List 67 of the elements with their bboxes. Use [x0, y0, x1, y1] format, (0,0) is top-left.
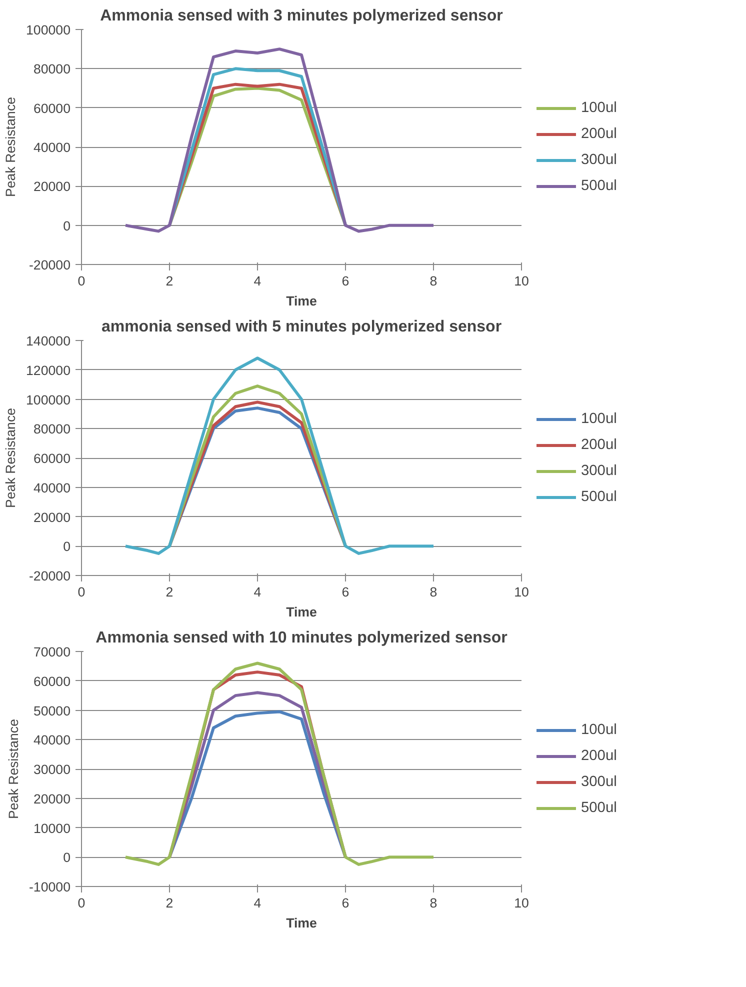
y-tick-label: 10000	[33, 820, 70, 836]
x-tick-label: 10	[514, 896, 529, 910]
x-tick-label: 10	[514, 274, 529, 288]
x-tick-label: 8	[430, 274, 438, 288]
y-tick-label: 100000	[26, 392, 71, 408]
legend-label: 500ul	[581, 178, 618, 194]
y-tick-label: 80000	[33, 62, 70, 77]
y-tick-label: -20000	[29, 258, 71, 272]
x-tick-label: 4	[254, 274, 262, 288]
y-axis-title: Peak Resistance	[3, 408, 18, 508]
legend-label: 500ul	[581, 800, 618, 816]
y-tick-label: -10000	[29, 880, 71, 894]
legend-label: 100ul	[581, 100, 618, 116]
y-tick-label: 40000	[33, 480, 70, 496]
y-tick-label: -20000	[29, 568, 71, 584]
y-tick-label: 50000	[33, 703, 70, 718]
legend-label: 500ul	[581, 488, 618, 504]
y-tick-label: 60000	[33, 100, 70, 116]
y-tick-label: 20000	[33, 179, 70, 194]
line-series	[124, 662, 435, 866]
x-tick-label: 0	[78, 274, 86, 288]
y-tick-label: 0	[63, 539, 71, 554]
chart-title: Ammonia sensed with 10 minutes polymerized sensor	[96, 630, 508, 646]
legend-label: 200ul	[581, 748, 618, 764]
y-tick-label: 20000	[33, 510, 70, 525]
y-tick-label: 100000	[26, 22, 71, 38]
y-tick-label: 60000	[33, 674, 70, 689]
x-tick-label: 6	[342, 896, 350, 910]
y-axis-title: Peak Resistance	[6, 718, 21, 820]
y-tick-label: 0	[63, 218, 71, 234]
x-tick-label: 6	[342, 274, 350, 288]
x-tick-label: 4	[254, 584, 262, 600]
chart-title: Ammonia sensed with 3 minutes polymerized sensor	[100, 8, 503, 24]
y-tick-label: 80000	[33, 422, 70, 437]
chart-title: ammonia sensed with 5 minutes polymerized sensor	[101, 318, 502, 336]
y-tick-label: 40000	[33, 732, 70, 748]
x-tick-label: 2	[166, 896, 174, 910]
x-tick-label: 6	[342, 584, 350, 600]
legend-label: 300ul	[581, 152, 618, 168]
legend-label: 200ul	[581, 436, 618, 452]
legend-label: 200ul	[581, 126, 618, 142]
x-tick-label: 2	[166, 274, 174, 288]
line-series	[124, 356, 435, 555]
x-tick-label: 0	[78, 896, 86, 910]
line-series	[124, 48, 435, 233]
x-axis-title: Time	[286, 604, 317, 620]
x-tick-label: 8	[430, 584, 438, 600]
x-tick-label: 0	[78, 584, 86, 600]
y-axis-title: Peak Resistance	[3, 96, 18, 198]
legend-label: 100ul	[581, 410, 618, 426]
x-tick-label: 4	[254, 896, 262, 910]
y-tick-label: 20000	[33, 791, 70, 806]
x-tick-label: 2	[166, 584, 174, 600]
legend-label: 100ul	[581, 722, 618, 738]
legend-label: 300ul	[581, 774, 618, 790]
y-tick-label: 30000	[33, 762, 70, 777]
y-tick-label: 60000	[33, 451, 70, 466]
y-tick-label: 120000	[26, 362, 71, 378]
x-axis-title: Time	[286, 294, 317, 308]
y-tick-label: 40000	[33, 140, 70, 155]
x-tick-label: 8	[430, 896, 438, 910]
y-tick-label: 70000	[33, 644, 70, 660]
y-tick-label: 0	[63, 850, 71, 866]
x-tick-label: 10	[514, 584, 529, 600]
x-axis-title: Time	[286, 916, 317, 930]
y-tick-label: 140000	[26, 334, 71, 348]
legend-label: 300ul	[581, 462, 618, 478]
